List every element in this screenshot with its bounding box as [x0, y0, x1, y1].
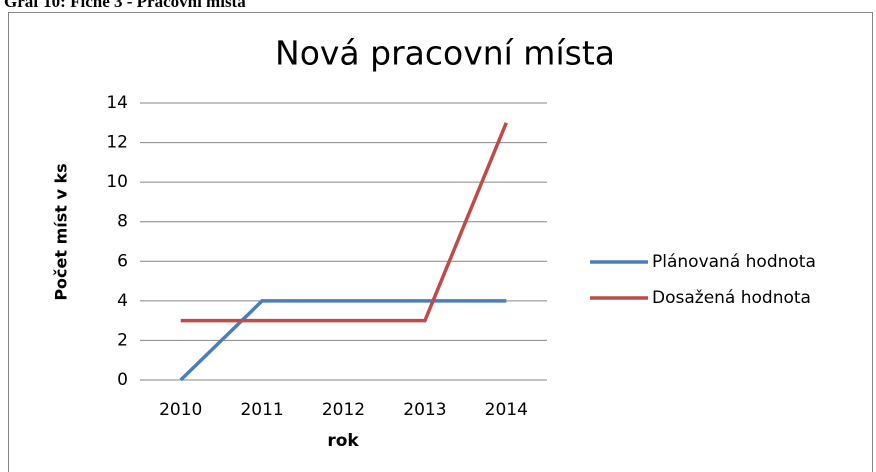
- y-tick-label: 6: [117, 251, 128, 271]
- line: [179, 299, 507, 382]
- x-tick-label: 2011: [240, 400, 283, 420]
- y-tick-label: 12: [106, 133, 128, 153]
- y-tick-label: 2: [117, 330, 128, 350]
- chart-frame: [8, 12, 873, 472]
- x-tick-label: 2013: [403, 400, 446, 420]
- x-tick-label: 2014: [485, 400, 528, 420]
- x-axis-label: rok: [327, 431, 359, 451]
- x-tick-label: 2012: [322, 400, 365, 420]
- line: [180, 122, 508, 323]
- chart-title: Nová pracovní místa: [275, 34, 615, 73]
- caption: Graf 10: Fiche 3 - Pracovní místa: [4, 0, 246, 11]
- y-tick-label: 10: [106, 172, 128, 192]
- legend-label: Dosažená hodnota: [652, 288, 811, 308]
- y-tick-label: 14: [106, 93, 128, 113]
- y-tick-label: 4: [117, 291, 128, 311]
- y-tick-label: 8: [117, 212, 128, 232]
- y-tick-label: 0: [117, 370, 128, 390]
- x-tick-label: 2010: [159, 400, 202, 420]
- legend-label: Plánovaná hodnota: [652, 252, 816, 272]
- y-axis-label: Počet míst v ks: [52, 163, 71, 300]
